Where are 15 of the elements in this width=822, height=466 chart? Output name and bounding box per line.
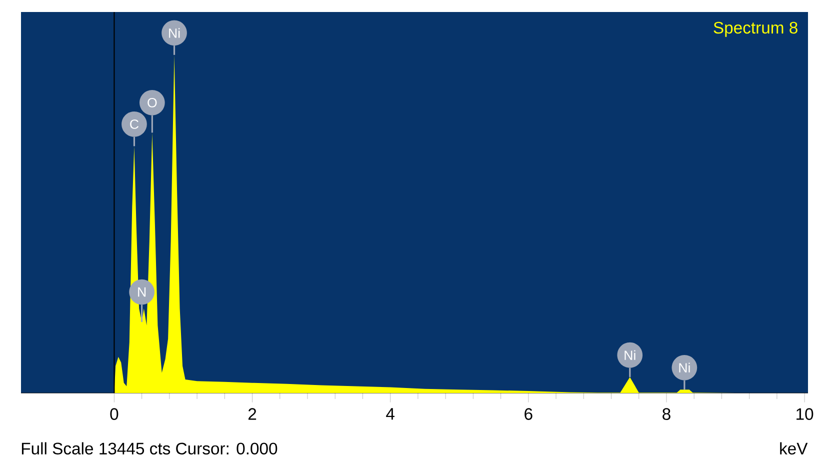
- x-tick-label: 10: [796, 408, 814, 420]
- x-axis-title: keV: [780, 442, 808, 454]
- annotation: N: [138, 287, 146, 297]
- x-tick-label: 6: [524, 408, 532, 420]
- x-tick-label: 4: [386, 408, 394, 420]
- annotation: O: [148, 98, 157, 108]
- x-tick-label: 2: [248, 408, 256, 420]
- text: Full Scale 13445 cts Cursor: 0.000: [22, 442, 278, 454]
- annotation: Ni: [679, 362, 690, 372]
- annotation: C: [130, 119, 139, 129]
- x-tick-label: 0: [110, 408, 118, 420]
- x-tick-label: 8: [662, 408, 670, 420]
- annotation: Ni: [624, 350, 636, 360]
- annotation: Ni: [169, 28, 180, 38]
- chart-title: Spectrum 8: [714, 22, 798, 37]
